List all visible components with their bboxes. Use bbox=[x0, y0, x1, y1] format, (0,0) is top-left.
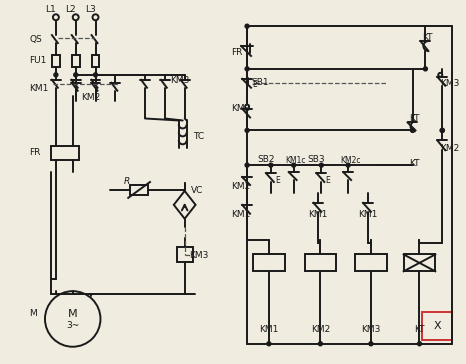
Text: KT: KT bbox=[414, 325, 425, 335]
Circle shape bbox=[45, 291, 101, 347]
Circle shape bbox=[369, 342, 373, 346]
Circle shape bbox=[93, 14, 98, 20]
Bar bbox=[404, 254, 435, 271]
Text: FR: FR bbox=[231, 48, 243, 58]
Circle shape bbox=[73, 14, 79, 20]
Circle shape bbox=[94, 73, 97, 77]
Bar bbox=[355, 254, 387, 271]
Text: SB2: SB2 bbox=[257, 155, 274, 164]
Text: KM3: KM3 bbox=[170, 76, 189, 85]
Text: QS: QS bbox=[29, 35, 42, 44]
Circle shape bbox=[54, 73, 58, 77]
Bar bbox=[52, 55, 60, 67]
Text: FU1: FU1 bbox=[29, 56, 47, 66]
Circle shape bbox=[411, 128, 415, 132]
Circle shape bbox=[245, 67, 249, 71]
Circle shape bbox=[74, 73, 78, 77]
Text: KM1: KM1 bbox=[259, 325, 279, 335]
Text: KM3: KM3 bbox=[440, 79, 459, 88]
Text: KM2: KM2 bbox=[440, 144, 459, 153]
Bar bbox=[91, 55, 99, 67]
Circle shape bbox=[424, 67, 427, 71]
Text: SB1: SB1 bbox=[251, 78, 269, 87]
Bar bbox=[72, 55, 80, 67]
Circle shape bbox=[245, 24, 249, 28]
Text: KM3: KM3 bbox=[361, 325, 381, 335]
Bar bbox=[130, 185, 148, 195]
Bar bbox=[423, 312, 452, 340]
Text: KM2c: KM2c bbox=[340, 156, 361, 165]
Circle shape bbox=[53, 14, 59, 20]
Text: M: M bbox=[29, 309, 37, 318]
Circle shape bbox=[269, 163, 273, 167]
Text: E: E bbox=[275, 175, 280, 185]
Text: L1: L1 bbox=[46, 5, 56, 14]
Circle shape bbox=[439, 73, 442, 77]
Text: KM2: KM2 bbox=[311, 325, 330, 335]
Circle shape bbox=[245, 128, 249, 132]
Circle shape bbox=[245, 104, 249, 108]
Text: KM1c: KM1c bbox=[286, 156, 306, 165]
Text: L2: L2 bbox=[65, 5, 76, 14]
Circle shape bbox=[319, 163, 323, 167]
Circle shape bbox=[418, 342, 421, 346]
Text: FR: FR bbox=[29, 148, 41, 157]
Text: M: M bbox=[68, 309, 77, 319]
Text: X: X bbox=[433, 321, 441, 331]
Circle shape bbox=[318, 342, 322, 346]
Text: 3~: 3~ bbox=[66, 321, 79, 331]
Text: KM2: KM2 bbox=[231, 182, 251, 191]
Bar bbox=[253, 254, 285, 271]
Text: VC: VC bbox=[191, 186, 203, 195]
Text: KM1: KM1 bbox=[231, 210, 251, 219]
Circle shape bbox=[440, 128, 444, 132]
Circle shape bbox=[267, 342, 271, 346]
Text: KM3: KM3 bbox=[231, 104, 251, 113]
Text: E: E bbox=[252, 80, 257, 89]
Text: KM3: KM3 bbox=[190, 251, 209, 260]
Text: KT: KT bbox=[410, 114, 420, 123]
Text: R: R bbox=[124, 178, 130, 186]
Circle shape bbox=[245, 163, 249, 167]
Bar bbox=[51, 146, 79, 160]
Text: KM2: KM2 bbox=[81, 93, 100, 102]
Text: KM1: KM1 bbox=[358, 210, 377, 219]
Text: KM1: KM1 bbox=[29, 84, 48, 93]
Text: L3: L3 bbox=[85, 5, 96, 14]
Circle shape bbox=[440, 128, 444, 132]
Circle shape bbox=[346, 163, 350, 167]
Bar bbox=[305, 254, 336, 271]
Text: KT: KT bbox=[423, 33, 433, 41]
Text: E: E bbox=[325, 175, 330, 185]
Text: KT: KT bbox=[410, 159, 420, 168]
Text: SB3: SB3 bbox=[308, 155, 325, 164]
Text: KM1: KM1 bbox=[308, 210, 328, 219]
Bar bbox=[177, 248, 192, 262]
Circle shape bbox=[292, 163, 295, 167]
Text: TC: TC bbox=[192, 132, 204, 141]
